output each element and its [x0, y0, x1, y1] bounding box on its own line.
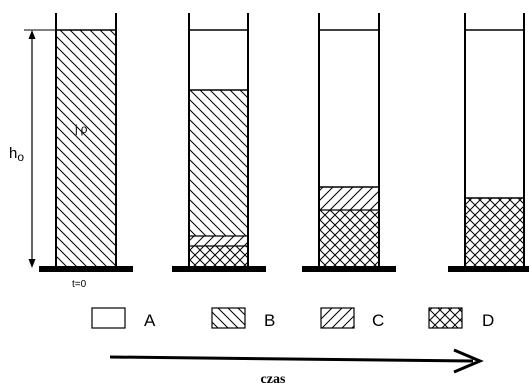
column-base: [172, 266, 266, 272]
arrow-up-icon: [28, 30, 36, 39]
legend-swatch-cross-hatch: [428, 307, 463, 329]
layer-d: [465, 198, 524, 268]
layer-b: [56, 30, 116, 268]
layer-c: [189, 236, 248, 246]
arrow-right-icon: [453, 348, 484, 374]
stage-2-column: [172, 13, 266, 272]
height-label: ho: [9, 145, 24, 164]
legend-label: D: [482, 311, 494, 330]
time-zero-label: t=0: [72, 279, 87, 290]
column-base: [448, 266, 529, 272]
time-arrow: [109, 348, 484, 374]
arrow-down-icon: [28, 259, 36, 268]
legend-swatch-slash-hatch: [320, 307, 355, 329]
stage-3-column: [302, 13, 396, 272]
layer-b: [189, 90, 248, 236]
legend-swatch-backslash-hatch: [211, 307, 246, 329]
column-base: [302, 266, 396, 272]
stage-1-column: [39, 13, 133, 272]
layer-d: [319, 210, 379, 268]
legend-label: B: [264, 311, 275, 330]
legend-label: A: [144, 311, 156, 330]
height-dimension: [24, 29, 56, 268]
layer-d: [189, 246, 248, 268]
column-base: [39, 266, 133, 272]
time-axis-label: czas: [261, 372, 286, 385]
legend-swatch-empty: [91, 307, 126, 329]
legend-item-b: B: [211, 307, 275, 330]
legend-item-c: C: [320, 307, 384, 330]
stage-4-column: [448, 13, 529, 272]
legend-label: C: [372, 311, 384, 330]
legend-item-a: A: [91, 307, 156, 330]
legend-item-d: D: [428, 307, 494, 330]
legend: A B C D: [91, 307, 494, 330]
layer-c: [319, 187, 379, 210]
